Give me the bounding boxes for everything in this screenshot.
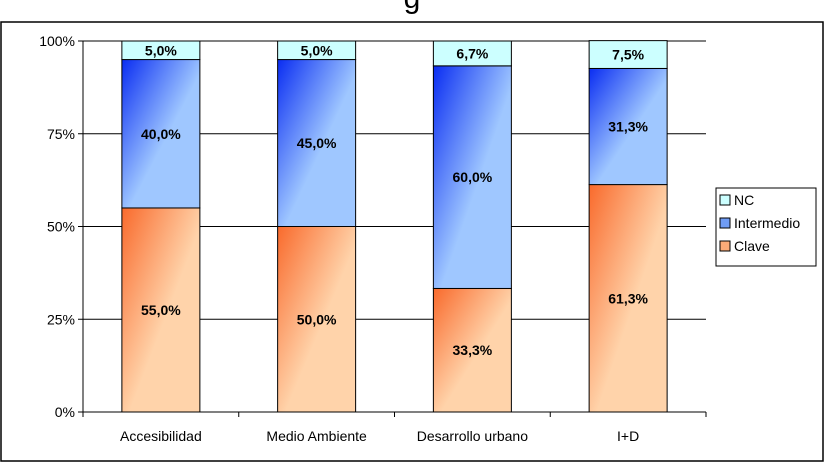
legend-swatch-clave [720, 241, 730, 251]
data-label: 5,0% [301, 42, 333, 58]
y-tick-label: 75% [47, 126, 75, 142]
legend-label: Intermedio [734, 215, 800, 231]
chart-title: g [0, 0, 824, 16]
legend-label: Clave [734, 238, 770, 254]
data-label: 33,3% [453, 342, 493, 358]
data-label: 31,3% [608, 119, 648, 135]
y-tick-label: 25% [47, 311, 75, 327]
legend-swatch-intermedio [720, 218, 730, 228]
data-label: 5,0% [145, 42, 177, 58]
data-label: 40,0% [141, 126, 181, 142]
y-tick-label: 0% [55, 404, 75, 420]
x-tick-label: Desarrollo urbano [417, 428, 528, 444]
data-label: 61,3% [608, 290, 648, 306]
data-label: 6,7% [456, 45, 488, 61]
legend: NC Intermedio Clave [716, 188, 816, 266]
legend-swatch-nc [720, 195, 730, 205]
legend-label: NC [734, 192, 754, 208]
x-tick-label: Accesibilidad [120, 428, 202, 444]
x-tick-label: I+D [617, 428, 639, 444]
data-label: 50,0% [297, 311, 337, 327]
data-label: 7,5% [612, 47, 644, 63]
x-tick-label: Medio Ambiente [266, 428, 367, 444]
data-label: 60,0% [453, 169, 493, 185]
y-tick-label: 50% [47, 219, 75, 235]
y-tick-label: 100% [39, 33, 75, 49]
data-label: 45,0% [297, 135, 337, 151]
data-label: 55,0% [141, 302, 181, 318]
